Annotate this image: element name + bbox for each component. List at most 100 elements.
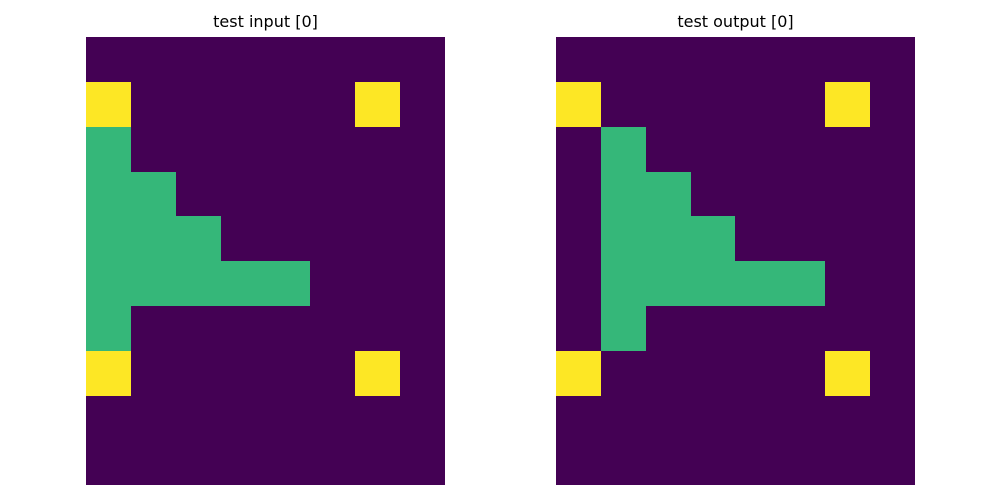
grid-cell [220,171,266,217]
grid-cell [220,350,266,396]
grid-cell [399,440,445,486]
grid-cell [265,395,311,441]
grid-cell [130,126,176,172]
grid-cell [310,306,356,351]
grid-cell [556,261,601,307]
grid-cell [690,395,736,441]
grid-cell [220,261,266,307]
grid-cell [869,216,915,262]
grid-cell [600,440,646,486]
grid-cell [86,440,131,486]
grid-cell [86,171,131,217]
grid-cell [690,306,736,351]
grid-cell [600,395,646,441]
grid-cell [86,395,131,441]
grid-cell [869,395,915,441]
grid-cell [645,395,691,441]
grid-cell [556,395,601,441]
grid-cell [310,81,356,127]
grid-cell [869,126,915,172]
grid-cell [175,440,221,486]
grid-cell [220,440,266,486]
test-input-grid [86,37,445,486]
grid-cell [310,126,356,172]
grid-cell [265,261,311,307]
grid-cell [780,306,826,351]
grid-cell [645,306,691,351]
grid-cell [600,306,646,351]
grid-cell [130,216,176,262]
grid-cell [220,306,266,351]
grid-cell [130,37,176,82]
grid-cell [825,306,870,351]
grid-cell [399,81,445,127]
grid-cell [690,440,736,486]
grid-cell [86,216,131,262]
grid-cell [175,126,221,172]
grid-cell [220,395,266,441]
grid-cell [690,171,736,217]
grid-cell [600,81,646,127]
grid-cell [355,350,400,396]
grid-cell [780,261,826,307]
grid-cell [86,126,131,172]
grid-cell [645,37,691,82]
grid-cell [355,171,400,217]
test-output-grid [556,37,915,486]
grid-cell [130,440,176,486]
grid-cell [220,126,266,172]
grid-cell [825,171,870,217]
test-input-title: test input [0] [213,12,318,31]
grid-cell [600,350,646,396]
grid-cell [399,171,445,217]
grid-cell [825,216,870,262]
grid-cell [780,126,826,172]
grid-cell [690,261,736,307]
grid-cell [690,37,736,82]
grid-cell [175,261,221,307]
grid-cell [130,395,176,441]
grid-cell [690,350,736,396]
grid-cell [175,306,221,351]
grid-cell [556,350,601,396]
grid-cell [645,440,691,486]
grid-cell [735,216,781,262]
grid-cell [556,216,601,262]
grid-cell [735,81,781,127]
grid-cell [86,81,131,127]
grid-cell [690,126,736,172]
grid-cell [265,216,311,262]
grid-cell [265,440,311,486]
grid-cell [735,261,781,307]
grid-cell [780,171,826,217]
grid-cell [355,306,400,351]
grid-cell [825,126,870,172]
grid-cell [355,126,400,172]
grid-cell [600,126,646,172]
grid-cell [556,306,601,351]
grid-cell [175,81,221,127]
grid-cell [735,440,781,486]
grid-cell [869,440,915,486]
grid-cell [399,216,445,262]
grid-cell [869,261,915,307]
grid-cell [825,81,870,127]
grid-cell [310,37,356,82]
grid-cell [556,440,601,486]
grid-cell [220,37,266,82]
grid-cell [130,171,176,217]
grid-cell [86,306,131,351]
grid-cell [556,171,601,217]
grid-cell [310,395,356,441]
grid-cell [310,216,356,262]
grid-cell [86,37,131,82]
grid-cell [645,216,691,262]
grid-cell [399,261,445,307]
grid-cell [399,126,445,172]
grid-cell [690,81,736,127]
grid-cell [869,81,915,127]
grid-cell [310,261,356,307]
grid-cell [220,216,266,262]
grid-cell [556,81,601,127]
grid-cell [175,171,221,217]
